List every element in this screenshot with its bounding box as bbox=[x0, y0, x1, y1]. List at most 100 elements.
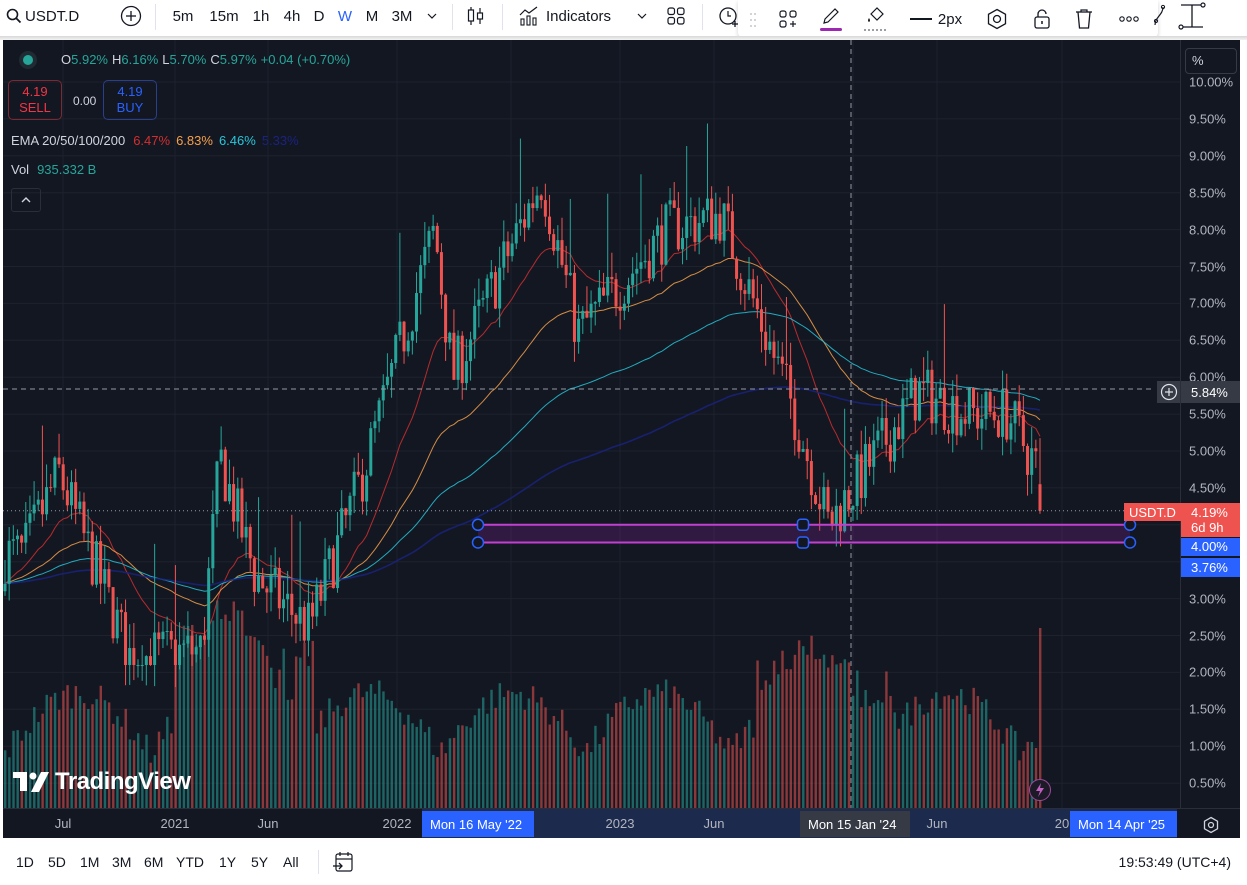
grid-layout-icon bbox=[667, 7, 685, 25]
sell-price: 4.19 bbox=[22, 84, 48, 99]
chart-type-button[interactable] bbox=[463, 0, 489, 32]
symbol-name: USDT.D bbox=[25, 7, 80, 25]
template-add-icon bbox=[779, 10, 797, 28]
range-end-date: Mon 14 Apr '25 bbox=[1070, 811, 1177, 837]
range-1Y[interactable]: 1Y bbox=[219, 854, 237, 870]
timeframe-M[interactable]: M bbox=[365, 7, 379, 25]
time-tick: Jul bbox=[54, 816, 72, 831]
line-width-button[interactable]: 2px bbox=[906, 3, 966, 35]
symbol-tag-text: USDT.D bbox=[1129, 504, 1176, 520]
status-dot-icon bbox=[23, 54, 33, 65]
trash-icon bbox=[1076, 9, 1092, 29]
settings-button[interactable] bbox=[984, 3, 1010, 35]
drag-handle[interactable] bbox=[746, 4, 760, 36]
range-3M[interactable]: 3M bbox=[112, 854, 132, 870]
ema-legend[interactable]: EMA 20/50/100/200 6.47% 6.83% 6.46% 5.33% bbox=[11, 133, 305, 148]
compare-add-button[interactable] bbox=[117, 0, 145, 32]
clock-timezone[interactable]: 19:53:49 (UTC+4) bbox=[1118, 854, 1231, 870]
range-1D[interactable]: 1D bbox=[16, 854, 34, 870]
line-color-button[interactable] bbox=[818, 2, 844, 34]
drag-dots-icon bbox=[750, 13, 756, 27]
candlestick-chart[interactable] bbox=[3, 40, 1180, 808]
time-tick: 2023 bbox=[605, 816, 635, 831]
buy-button[interactable]: 4.19 BUY bbox=[103, 80, 157, 120]
toolbar-shadow bbox=[0, 36, 1247, 40]
indicators-label: Indicators bbox=[546, 7, 612, 25]
timeframe-3M[interactable]: 3M bbox=[391, 7, 413, 25]
fill-color-button[interactable] bbox=[862, 2, 888, 34]
more-button[interactable] bbox=[1116, 3, 1142, 35]
rect-bottom-price-label: 3.76% bbox=[1181, 558, 1240, 577]
volume-legend[interactable]: Vol 935.332 B bbox=[11, 162, 96, 177]
add-to-template-button[interactable] bbox=[776, 3, 800, 35]
time-axis[interactable]: Jul 2021 Jun 2022 2023 Jun Jun 20 Mon 16 May '2… bbox=[3, 808, 1240, 838]
range-YTD[interactable]: YTD bbox=[176, 854, 204, 870]
price-pane[interactable]: O5.92% H6.16% L5.70% C5.97% +0.04 (+0.70%) … bbox=[3, 40, 1180, 808]
indicators-icon bbox=[519, 6, 538, 26]
alert-button[interactable] bbox=[716, 0, 742, 32]
time-tick: Jun bbox=[257, 816, 279, 831]
rect-bottom-price: 3.76% bbox=[1191, 560, 1228, 575]
timeframe-1h[interactable]: 1h bbox=[252, 7, 270, 25]
time-tick: Jun bbox=[926, 816, 948, 831]
price-tick: 6.00% bbox=[1189, 369, 1226, 385]
bottom-toolbar: 1D 5D 1M 3M 6M YTD 1Y 5Y All 19:53:49 (UTC+4) bbox=[0, 840, 1247, 885]
divider bbox=[702, 4, 703, 30]
time-tick: 20 bbox=[1054, 816, 1070, 831]
time-tick: 2022 bbox=[382, 816, 412, 831]
axis-settings-button[interactable] bbox=[1200, 814, 1222, 836]
lock-button[interactable] bbox=[1030, 3, 1054, 35]
top-toolbar: USDT.D 5m 15m 1h 4h D W M 3M Indicators bbox=[0, 0, 1247, 38]
ema-value-2: 6.46% bbox=[218, 133, 256, 148]
ema-values: 6.47% 6.83% 6.46% 5.33% bbox=[133, 133, 305, 148]
price-tick: 1.50% bbox=[1189, 701, 1226, 717]
timeframe-W[interactable]: W bbox=[337, 7, 353, 25]
range-All[interactable]: All bbox=[283, 854, 299, 870]
symbol-search[interactable]: USDT.D bbox=[6, 0, 86, 32]
divider bbox=[452, 4, 453, 30]
unit-selector[interactable]: % bbox=[1185, 48, 1237, 74]
ohlc-value-O: 5.92% bbox=[71, 52, 108, 67]
price-tick: 9.50% bbox=[1189, 111, 1226, 127]
range-1M[interactable]: 1M bbox=[80, 854, 100, 870]
rect-top-price-label: 4.00% bbox=[1181, 538, 1240, 556]
buy-label: BUY bbox=[116, 100, 144, 115]
line-width-label: 2px bbox=[937, 10, 963, 28]
alert-flash-icon[interactable] bbox=[1029, 779, 1051, 801]
range-5Y[interactable]: 5Y bbox=[251, 854, 269, 870]
indicators-dropdown[interactable] bbox=[634, 0, 650, 32]
crosshair-add-button[interactable] bbox=[1157, 381, 1180, 403]
ema-value-1: 6.83% bbox=[176, 133, 213, 148]
chevron-down-icon bbox=[427, 13, 437, 19]
range-5D[interactable]: 5D bbox=[48, 854, 66, 870]
chart-container[interactable]: O5.92% H6.16% L5.70% C5.97% +0.04 (+0.70%) … bbox=[3, 40, 1240, 838]
sell-button[interactable]: 4.19 SELL bbox=[8, 80, 62, 120]
range-6M[interactable]: 6M bbox=[144, 854, 164, 870]
measure-tool-button[interactable] bbox=[1150, 0, 1168, 32]
collapse-legend-button[interactable] bbox=[11, 188, 41, 212]
rect-top-price: 4.00% bbox=[1191, 539, 1228, 554]
bar-countdown: 6d 9h bbox=[1191, 520, 1224, 535]
price-tick: 7.50% bbox=[1189, 259, 1226, 274]
timeframe-D[interactable]: D bbox=[313, 7, 325, 25]
indicators-button[interactable]: Indicators bbox=[518, 0, 622, 32]
timeframe-4h[interactable]: 4h bbox=[283, 7, 301, 25]
time-range-highlight bbox=[422, 809, 1177, 838]
timeframe-5m[interactable]: 5m bbox=[172, 7, 194, 25]
line-width-icon bbox=[909, 18, 932, 20]
plus-circle-icon bbox=[1160, 383, 1177, 401]
divider bbox=[502, 4, 503, 30]
price-tick: 10.00% bbox=[1189, 74, 1234, 90]
crosshair-price: 5.84% bbox=[1191, 384, 1228, 400]
goto-date-button[interactable] bbox=[332, 850, 356, 874]
price-axis[interactable]: 10.00% 9.50% 9.00% 8.50% 8.00% 7.50% 7.00% 6.50… bbox=[1180, 40, 1240, 808]
price-range-tool-button[interactable] bbox=[1176, 0, 1208, 32]
buy-price: 4.19 bbox=[117, 84, 143, 99]
price-tick: 0.50% bbox=[1189, 775, 1226, 791]
timeframe-15m[interactable]: 15m bbox=[209, 7, 239, 25]
ohlc-value-C: 5.97% bbox=[219, 52, 257, 67]
timeframe-dropdown[interactable] bbox=[423, 0, 441, 32]
delete-button[interactable] bbox=[1072, 3, 1096, 35]
layouts-button[interactable] bbox=[664, 0, 688, 32]
